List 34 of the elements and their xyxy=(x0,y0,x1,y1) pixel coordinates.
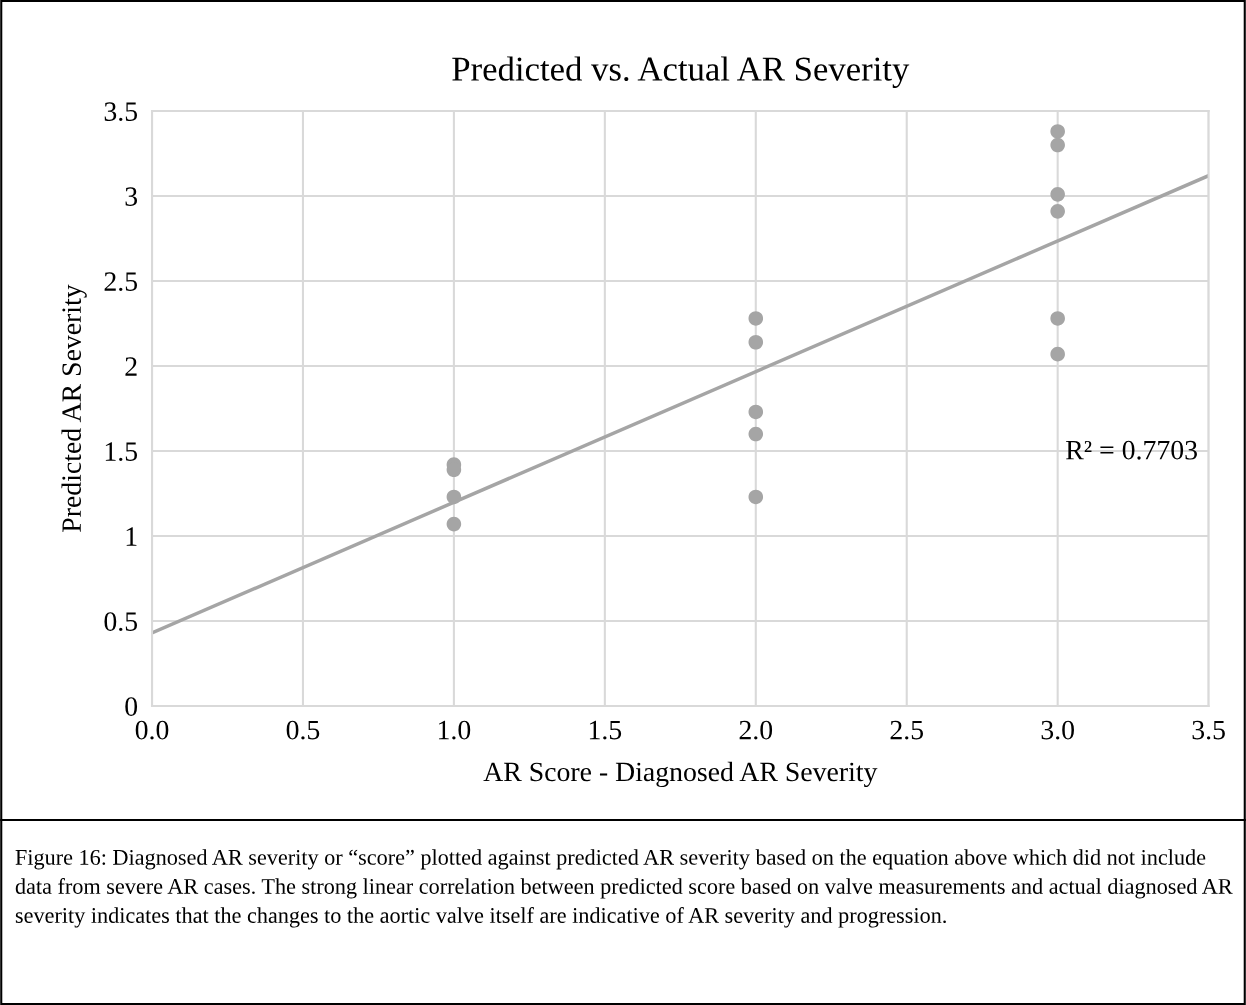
y-axis-title: Predicted AR Severity xyxy=(61,284,87,532)
point xyxy=(1050,124,1065,139)
point xyxy=(1050,137,1065,153)
point xyxy=(1050,346,1065,362)
y-tick-label: 1 xyxy=(126,527,137,546)
y-tick-label: 3 xyxy=(125,187,138,206)
x-tick-label: 1.0 xyxy=(438,720,471,740)
y-tick-label: 2 xyxy=(125,357,137,376)
x-tick-label: 0.0 xyxy=(135,720,169,740)
point xyxy=(1050,187,1065,202)
x-tick-label: 2.0 xyxy=(739,720,773,740)
point xyxy=(748,404,764,420)
point xyxy=(1050,204,1065,219)
y-tick-label: 2.5 xyxy=(104,272,138,292)
x-tick-label: 0.5 xyxy=(286,720,320,740)
y-tick-label: 3.5 xyxy=(104,102,138,122)
point xyxy=(748,489,764,505)
annotation: R² = 0.7703 xyxy=(1066,440,1197,460)
point xyxy=(1050,311,1065,326)
point xyxy=(446,489,462,505)
point xyxy=(748,426,764,442)
chart-title: Predicted vs. Actual AR Severity xyxy=(452,56,910,88)
x-axis-title: AR Score - Diagnosed AR Severity xyxy=(483,761,878,788)
y-tick-label: 0 xyxy=(125,697,138,716)
y-tick-label: 1.5 xyxy=(105,442,138,462)
y-tick-label: 0.5 xyxy=(104,612,138,632)
point xyxy=(446,516,462,532)
x-tick-label: 3.5 xyxy=(1192,720,1225,740)
x-tick-label: 1.5 xyxy=(589,720,622,740)
caption: Figure 16: Diagnosed AR severity or “score” plotted against predicted AR severity based on the equation above which did not include data from severe AR cases. The strong linear correlation between predicted score based on valve measurements and actual diagnosed AR severity indicates that the changes to the aortic valve itself are indicative of AR severity and progression. xyxy=(15,849,1233,928)
point xyxy=(748,334,764,350)
x-tick-label: 3.0 xyxy=(1041,720,1074,740)
point xyxy=(748,311,764,326)
x-tick-label: 2.5 xyxy=(890,720,924,740)
